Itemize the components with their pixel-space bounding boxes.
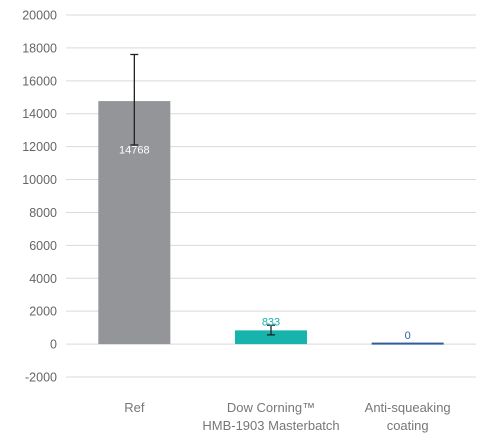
y-tick-label: 14000 (22, 107, 57, 121)
data-label: 833 (262, 316, 280, 328)
y-tick-label: 20000 (22, 9, 57, 23)
x-category-label: HMB-1903 Masterbatch (202, 418, 339, 433)
y-tick-label: 4000 (29, 272, 57, 286)
y-tick-label: 0 (50, 338, 57, 352)
y-axis-tick-labels: 2000018000160001400012000100008000600040… (22, 9, 57, 385)
bars (98, 101, 444, 345)
error-bars (130, 53, 275, 336)
x-category-label: Ref (124, 400, 145, 415)
y-tick-label: 12000 (22, 140, 57, 154)
bar (235, 330, 307, 345)
y-tick-label: 10000 (22, 173, 57, 187)
bar (371, 342, 444, 345)
y-tick-label: 6000 (29, 239, 57, 253)
y-tick-label: 18000 (22, 41, 57, 55)
x-category-label: Dow Corning™ (227, 400, 315, 415)
y-tick-label: -2000 (25, 371, 57, 385)
x-axis-category-labels: Ref Dow Corning™ HMB-1903 Masterbatch Anti-… (124, 400, 450, 433)
y-tick-label: 16000 (22, 74, 57, 88)
data-label: 14768 (119, 144, 150, 156)
x-category-label: coating (387, 418, 429, 433)
y-tick-label: 8000 (29, 206, 57, 220)
data-label: 0 (405, 330, 411, 342)
x-category-label: Anti-squeaking (365, 400, 451, 415)
data-labels: 14768 833 0 (119, 144, 411, 342)
y-tick-label: 2000 (29, 305, 57, 319)
